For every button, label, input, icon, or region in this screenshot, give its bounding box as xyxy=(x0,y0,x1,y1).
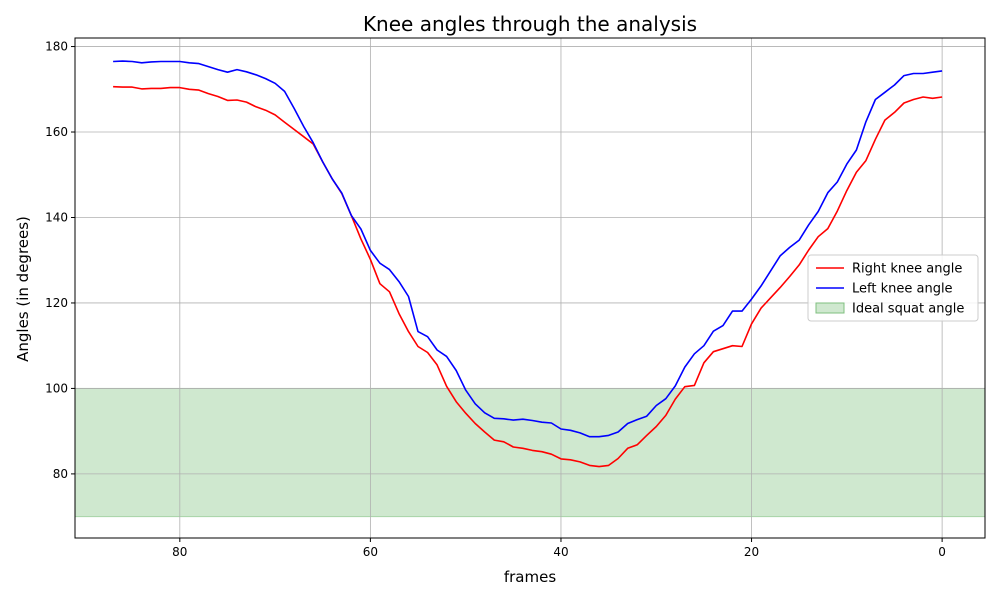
legend-box xyxy=(807,254,979,322)
legend: Right knee angle Left knee angle Ideal squ… xyxy=(807,254,979,322)
y-tick-label: 100 xyxy=(45,381,68,395)
y-tick-label: 120 xyxy=(45,296,68,310)
legend-label: Ideal squat angle xyxy=(852,302,964,317)
y-tick-label: 180 xyxy=(45,40,68,54)
legend-swatch-patch xyxy=(815,302,845,314)
x-tick-label: 40 xyxy=(553,545,568,559)
series-line-left-knee xyxy=(113,60,943,438)
y-axis-label: Angles (in degrees) xyxy=(14,216,32,362)
x-tick-label: 80 xyxy=(172,545,187,559)
plot-area: 80 60 40 20 0 80 100 120 140 160 180 xyxy=(45,37,986,559)
x-tick-label: 0 xyxy=(938,545,946,559)
x-tick-label: 60 xyxy=(363,545,378,559)
ideal-squat-band xyxy=(74,387,986,518)
legend-label: Left knee angle xyxy=(852,282,953,297)
y-tick-label: 160 xyxy=(45,125,68,139)
y-tick-label: 140 xyxy=(45,210,68,224)
axes-frame xyxy=(74,37,986,539)
series-line-right-knee xyxy=(113,85,943,468)
y-tick-label: 80 xyxy=(53,467,68,481)
chart-title: Knee angles through the analysis xyxy=(363,12,697,36)
x-tick-label: 20 xyxy=(744,545,759,559)
x-axis-label: frames xyxy=(504,568,556,586)
legend-label: Right knee angle xyxy=(852,262,962,277)
